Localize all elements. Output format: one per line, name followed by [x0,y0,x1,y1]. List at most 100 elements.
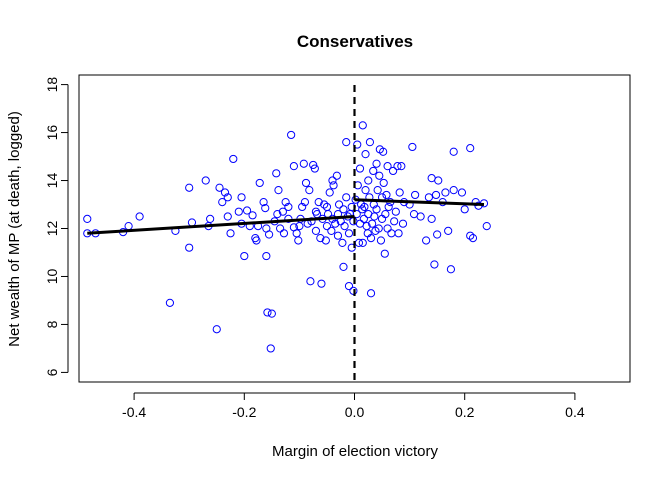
data-point [300,198,310,207]
data-point [366,233,376,243]
data-point [262,251,271,261]
data-point [360,202,369,212]
data-point [390,217,399,226]
data-point [212,325,221,334]
data-point [273,210,282,219]
data-point [259,198,268,207]
y-axis: 6 8 10 12 14 16 18 [44,77,69,376]
data-point [380,249,389,258]
data-point [201,176,210,185]
data-point [449,147,458,156]
data-point [317,279,326,288]
data-point [358,238,367,247]
data-point [237,193,246,202]
data-point [411,190,420,200]
data-point [359,214,368,224]
data-point [240,251,249,261]
x-tick-label: -0.2 [232,404,256,420]
chart-title: Conservatives [297,32,413,51]
y-tick-label: 6 [44,368,60,376]
data-point [342,193,351,202]
data-point [349,286,358,295]
data-point [264,230,274,239]
data-point [388,166,398,176]
data-point [289,162,298,171]
x-tick-label: 0.2 [455,404,475,420]
data-point [83,214,92,224]
x-tick-label: 0.4 [565,404,585,420]
data-point [340,222,349,231]
data-point [374,224,383,233]
data-point [361,150,370,159]
data-point [466,231,475,240]
fit-lines [87,85,485,382]
data-point [185,243,194,252]
data-point [298,202,307,212]
data-point [266,344,275,353]
data-point [261,204,270,213]
y-tick-label: 14 [44,173,60,189]
data-point [379,147,388,156]
data-point [279,229,289,238]
x-axis-label: Margin of election victory [272,443,438,460]
data-point [135,212,144,221]
data-point [187,218,197,227]
data-point [307,217,316,226]
data-point [383,224,392,233]
data-point [278,207,287,216]
y-tick-label: 12 [44,221,60,237]
data-point [344,281,354,291]
data-point [370,212,379,221]
data-point [416,212,425,221]
data-points [83,121,491,353]
data-point [449,186,458,195]
data-point [263,308,272,317]
data-point [223,193,232,202]
data-point [482,222,491,231]
x-axis: -0.4 -0.2 0.0 0.2 0.4 [122,392,585,420]
x-tick-label: -0.4 [122,404,146,420]
y-tick-label: 18 [44,77,60,93]
data-point [276,224,285,233]
y-axis-label: Net wealth of MP (at death, logged) [6,111,23,347]
data-point [381,210,390,219]
data-point [373,186,382,195]
data-point [384,202,393,212]
data-point [316,233,325,243]
data-point [220,188,230,197]
data-point [382,190,391,200]
data-point [248,211,257,220]
data-point [284,214,293,224]
data-point [322,222,332,231]
data-point [294,236,303,245]
data-point [325,188,334,197]
data-point [444,226,453,235]
data-point [383,162,392,171]
data-point [364,176,373,185]
data-point [408,142,417,152]
data-point [344,229,354,238]
data-point [441,188,450,197]
data-point [310,164,319,173]
data-point [342,138,351,147]
data-point [242,206,252,215]
data-point [124,222,133,231]
data-point [301,178,311,188]
data-point [446,265,456,274]
data-point [393,162,402,171]
data-point [305,186,314,195]
data-point [431,190,441,200]
data-point [331,219,340,228]
data-point [321,236,330,245]
data-point [424,193,433,202]
data-point [306,277,315,286]
data-point [299,159,308,168]
fit-line-left [87,215,355,235]
data-point [369,166,378,176]
data-point [372,205,381,214]
data-point [292,229,301,238]
data-point [223,212,232,221]
y-tick-label: 16 [44,125,60,141]
data-point [284,202,293,212]
